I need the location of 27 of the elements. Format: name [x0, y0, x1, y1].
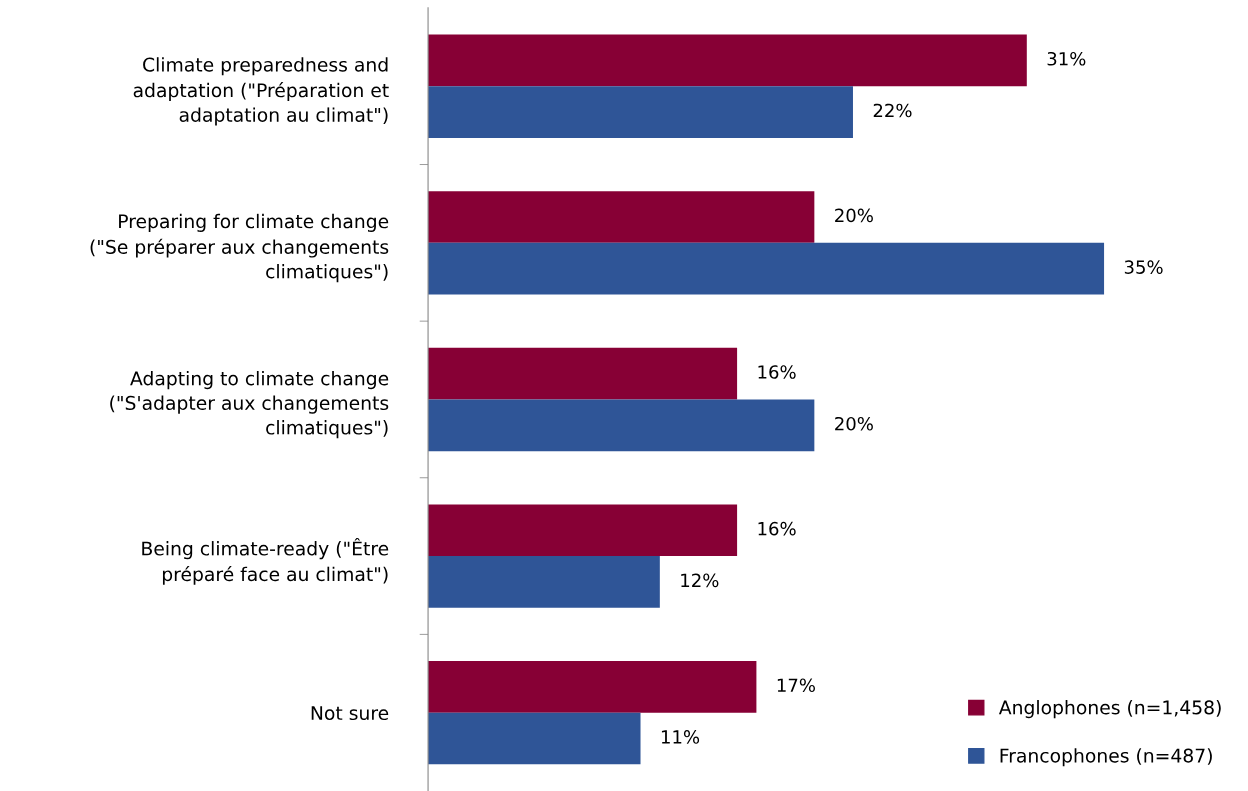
bar	[428, 347, 738, 400]
data-label: 17%	[777, 678, 815, 693]
bar	[428, 399, 815, 452]
legend-label: Francophones (n=487)	[1000, 748, 1212, 767]
data-label: 31%	[1047, 51, 1086, 66]
bar	[428, 661, 757, 713]
data-label: 11%	[661, 730, 700, 744]
data-label: 12%	[681, 573, 719, 588]
data-label: 20%	[835, 416, 873, 431]
bar	[428, 504, 738, 557]
y-tick-label: Preparing for climate change ("Se préparer aux changements climatiques")	[90, 213, 389, 283]
data-label: 20%	[835, 208, 873, 223]
data-label: 16%	[758, 365, 796, 379]
bar	[428, 242, 1105, 295]
bar	[428, 34, 1027, 87]
bar	[428, 86, 853, 138]
bar	[428, 191, 815, 243]
y-tick-label: Being climate-ready ("Être préparé face au climat")	[142, 537, 389, 585]
y-tick-label: Not sure	[311, 706, 389, 721]
y-tick-label: Climate preparedness and adaptation ("Préparation et adaptation au climat")	[133, 57, 389, 126]
bar	[428, 712, 641, 765]
legend-label: Anglophones (n=1,458)	[998, 700, 1221, 719]
bar	[428, 556, 660, 608]
data-label: 35%	[1124, 260, 1163, 274]
data-label: 22%	[873, 103, 912, 118]
data-label: 16%	[758, 521, 796, 536]
y-tick-label: Adapting to climate change ("S'adapter aux changements climatiques")	[110, 370, 389, 439]
